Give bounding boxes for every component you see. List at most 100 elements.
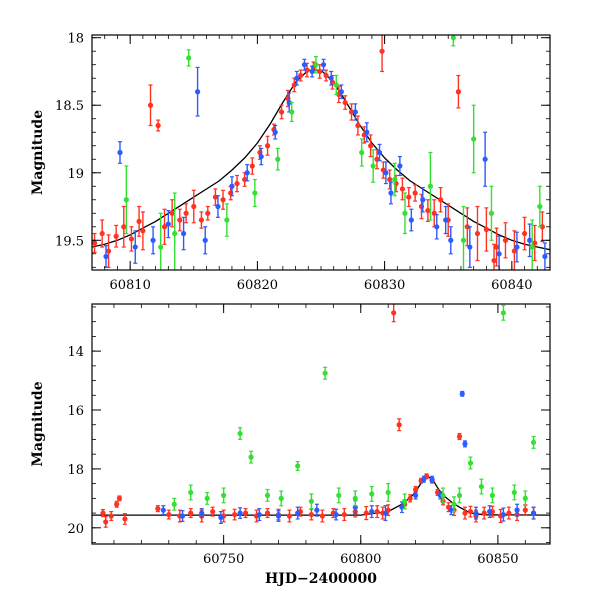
data-point [474, 230, 481, 237]
data-point [420, 197, 426, 203]
data-point [286, 99, 292, 106]
data-point [322, 370, 328, 376]
data-point [427, 183, 434, 189]
data-point [385, 489, 391, 496]
data-point [434, 224, 440, 230]
data-point [482, 156, 488, 162]
data-point [234, 180, 240, 187]
data-point [341, 511, 347, 518]
data-point [352, 495, 358, 501]
data-point [500, 310, 506, 316]
data-point [397, 163, 403, 169]
data-point [450, 35, 456, 41]
plot-area [92, 304, 550, 528]
data-point [147, 102, 154, 108]
data-point [336, 492, 342, 499]
data-point [421, 476, 427, 482]
data-point [221, 492, 227, 499]
data-point [202, 237, 208, 243]
data-point [275, 156, 281, 162]
data-point [514, 507, 520, 513]
data-point [491, 257, 497, 264]
data-point [204, 495, 210, 501]
data-point [264, 492, 271, 499]
data-point [116, 495, 123, 501]
data-point [323, 72, 329, 79]
data-point [392, 176, 398, 183]
data-point [448, 237, 454, 243]
data-point [121, 224, 127, 230]
data-point [402, 210, 408, 216]
data-point [103, 519, 109, 525]
data-point [369, 509, 375, 515]
data-point [387, 176, 393, 183]
data-point [278, 495, 284, 501]
data-point [165, 221, 171, 227]
data-point [478, 483, 485, 490]
x-tick-label: 60850 [477, 552, 518, 567]
data-point [291, 82, 297, 88]
data-point [237, 510, 243, 516]
data-point [210, 509, 216, 515]
y-tick-label: 14 [67, 345, 84, 360]
y-axis-title: Magnitude [30, 110, 46, 195]
data-point [113, 233, 119, 239]
data-point [522, 495, 528, 501]
data-point [171, 501, 177, 507]
data-point [437, 197, 444, 203]
data-point [169, 210, 175, 216]
data-point [364, 129, 370, 135]
data-point [530, 510, 537, 516]
data-point [242, 510, 249, 516]
data-point [440, 492, 446, 499]
data-point [191, 203, 197, 210]
y-tick-label: 18 [67, 463, 84, 478]
data-point [258, 153, 264, 160]
data-point [464, 224, 470, 230]
data-point [328, 75, 334, 81]
y-tick-label: 16 [67, 404, 84, 419]
x-tick-label: 60800 [340, 552, 381, 567]
x-tick-label: 60820 [237, 278, 278, 293]
data-point [407, 495, 413, 501]
data-point [374, 509, 380, 515]
data-point [391, 310, 397, 316]
y-tick-label: 18 [67, 32, 84, 47]
data-point [308, 511, 315, 518]
data-point [521, 230, 528, 237]
data-point [108, 513, 114, 519]
y-tick-label: 19.5 [55, 234, 84, 249]
data-point [220, 197, 226, 203]
data-point [278, 109, 285, 115]
data-point [205, 210, 211, 216]
data-point [352, 109, 358, 115]
data-point [122, 516, 128, 522]
data-point [313, 62, 319, 68]
data-point [376, 149, 383, 156]
data-series-3 [123, 35, 543, 270]
data-point [249, 163, 255, 169]
panel-zoomed-light-curve: 60810 60820 60830 60840 18 18.5 19 19.5 Magnitud… [30, 32, 551, 293]
data-point [348, 109, 355, 115]
data-point [489, 492, 496, 499]
data-point [132, 244, 138, 250]
data-point [529, 244, 535, 250]
data-point [158, 244, 164, 250]
data-point [301, 62, 308, 68]
data-point [369, 491, 375, 497]
data-point [530, 439, 537, 446]
data-point [467, 509, 474, 515]
data-point [264, 510, 271, 516]
data-point [114, 501, 120, 507]
data-point [295, 463, 301, 469]
x-tick-label: 60810 [109, 278, 150, 293]
data-point [483, 226, 489, 233]
data-point [493, 244, 500, 250]
data-point [298, 72, 304, 79]
data-point [383, 170, 389, 176]
data-point [314, 507, 320, 513]
data-point [320, 62, 327, 68]
data-point [198, 217, 205, 223]
data-point [537, 203, 543, 210]
x-tick-label: 60840 [491, 278, 532, 293]
